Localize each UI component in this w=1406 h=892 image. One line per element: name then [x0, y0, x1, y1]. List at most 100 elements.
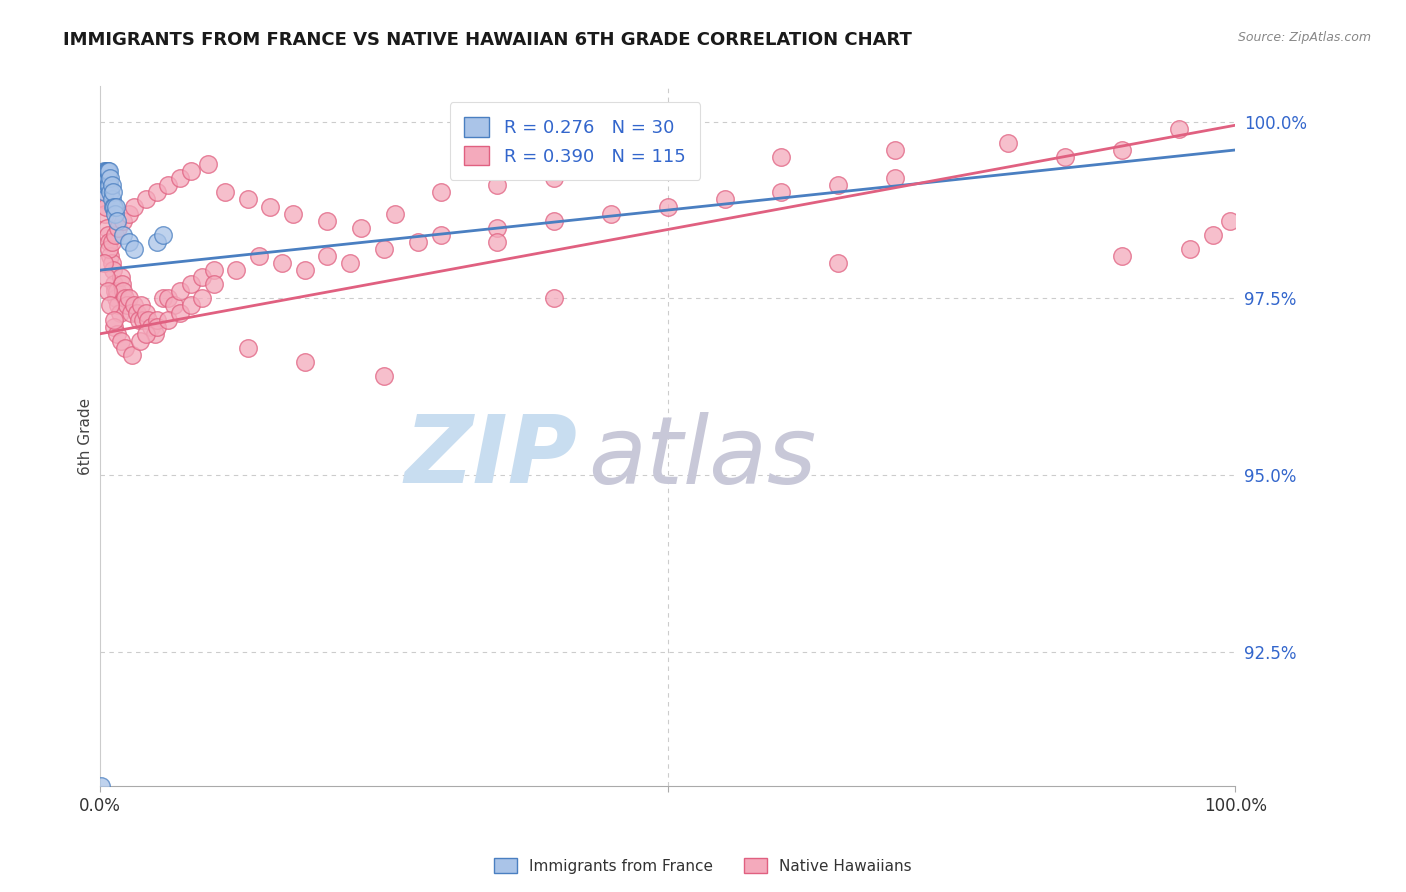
- Point: [294, 263, 316, 277]
- Point: [122, 200, 145, 214]
- Point: [122, 242, 145, 256]
- Point: [1201, 227, 1223, 242]
- Y-axis label: 6th Grade: 6th Grade: [79, 398, 93, 475]
- Point: [373, 369, 395, 384]
- Point: [94, 178, 117, 193]
- Point: [104, 285, 127, 299]
- Point: [107, 298, 129, 312]
- Legend: R = 0.276   N = 30, R = 0.390   N = 115: R = 0.276 N = 30, R = 0.390 N = 115: [450, 103, 700, 180]
- Point: [270, 256, 292, 270]
- Point: [97, 171, 120, 186]
- Point: [136, 312, 159, 326]
- Point: [117, 292, 139, 306]
- Point: [107, 220, 129, 235]
- Point: [103, 277, 125, 292]
- Point: [94, 200, 117, 214]
- Point: [103, 312, 125, 326]
- Point: [883, 143, 905, 157]
- Point: [429, 186, 451, 200]
- Point: [486, 220, 509, 235]
- Point: [103, 200, 125, 214]
- Point: [98, 235, 121, 249]
- Point: [94, 270, 117, 285]
- Point: [100, 171, 122, 186]
- Point: [125, 305, 148, 319]
- Point: [486, 178, 509, 193]
- Point: [827, 256, 849, 270]
- Point: [111, 213, 134, 227]
- Point: [100, 235, 122, 249]
- Point: [110, 270, 132, 285]
- Point: [169, 171, 191, 186]
- Point: [105, 292, 128, 306]
- Point: [283, 206, 305, 220]
- Point: [169, 305, 191, 319]
- Point: [110, 334, 132, 348]
- Point: [384, 206, 406, 220]
- Point: [108, 305, 131, 319]
- Point: [1167, 121, 1189, 136]
- Point: [486, 235, 509, 249]
- Point: [93, 178, 115, 193]
- Point: [247, 249, 270, 263]
- Point: [180, 298, 202, 312]
- Point: [163, 298, 186, 312]
- Point: [827, 178, 849, 193]
- Point: [135, 305, 157, 319]
- Point: [157, 292, 180, 306]
- Point: [1219, 213, 1241, 227]
- Point: [225, 263, 247, 277]
- Point: [214, 186, 236, 200]
- Point: [157, 178, 180, 193]
- Point: [94, 186, 117, 200]
- Point: [100, 256, 122, 270]
- Point: [169, 285, 191, 299]
- Point: [141, 319, 163, 334]
- Point: [103, 319, 125, 334]
- Point: [117, 298, 139, 312]
- Point: [1053, 150, 1076, 164]
- Point: [94, 171, 117, 186]
- Point: [406, 235, 429, 249]
- Point: [132, 312, 155, 326]
- Point: [1111, 143, 1133, 157]
- Point: [120, 305, 142, 319]
- Point: [93, 193, 115, 207]
- Text: IMMIGRANTS FROM FRANCE VS NATIVE HAWAIIAN 6TH GRADE CORRELATION CHART: IMMIGRANTS FROM FRANCE VS NATIVE HAWAIIA…: [63, 31, 912, 49]
- Point: [202, 277, 225, 292]
- Point: [100, 178, 122, 193]
- Point: [111, 285, 134, 299]
- Point: [770, 150, 793, 164]
- Point: [105, 200, 128, 214]
- Point: [316, 249, 339, 263]
- Point: [180, 277, 202, 292]
- Point: [100, 298, 122, 312]
- Point: [98, 164, 121, 178]
- Point: [152, 227, 174, 242]
- Point: [146, 319, 169, 334]
- Point: [180, 164, 202, 178]
- Point: [883, 171, 905, 186]
- Point: [91, 171, 114, 186]
- Point: [97, 285, 120, 299]
- Point: [104, 206, 127, 220]
- Point: [121, 348, 143, 362]
- Point: [373, 242, 395, 256]
- Point: [543, 171, 565, 186]
- Point: [117, 206, 139, 220]
- Point: [339, 256, 361, 270]
- Point: [236, 341, 259, 355]
- Point: [111, 227, 134, 242]
- Point: [316, 213, 339, 227]
- Point: [93, 256, 115, 270]
- Point: [101, 263, 124, 277]
- Point: [105, 285, 128, 299]
- Point: [202, 263, 225, 277]
- Point: [105, 213, 128, 227]
- Point: [129, 334, 152, 348]
- Point: [1178, 242, 1201, 256]
- Point: [657, 200, 679, 214]
- Point: [101, 200, 124, 214]
- Point: [94, 206, 117, 220]
- Point: [191, 270, 214, 285]
